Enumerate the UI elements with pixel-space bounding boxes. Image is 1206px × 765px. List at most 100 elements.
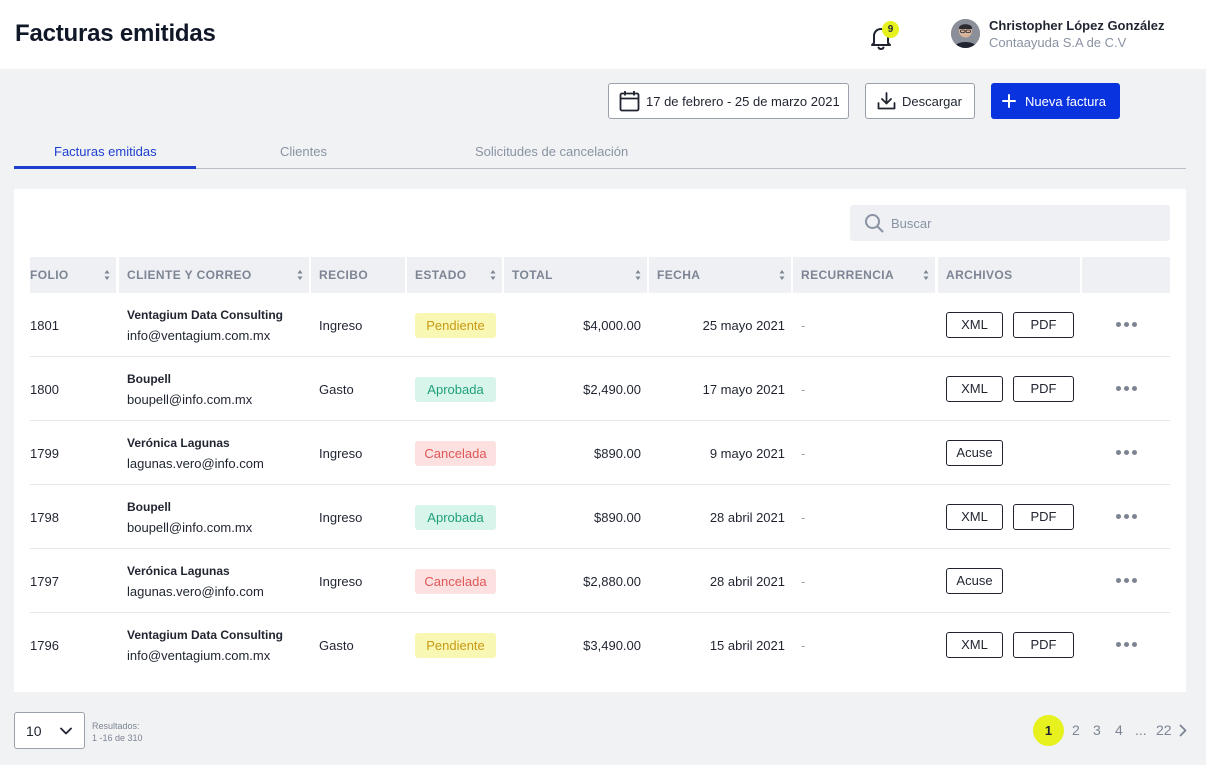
more-options-icon[interactable] bbox=[1116, 322, 1138, 328]
new-invoice-label: Nueva factura bbox=[1025, 93, 1106, 109]
chevron-down-icon bbox=[60, 727, 72, 735]
folio-cell: 1798 bbox=[30, 510, 59, 525]
download-label: Descargar bbox=[902, 93, 962, 109]
tab-clientes[interactable]: Clientes bbox=[280, 144, 327, 159]
sort-icon bbox=[490, 270, 496, 280]
download-button[interactable]: Descargar bbox=[865, 83, 975, 119]
acuse-button[interactable]: Acuse bbox=[946, 440, 1003, 466]
sort-icon bbox=[923, 270, 929, 280]
client-email: info@ventagium.com.mx bbox=[127, 648, 271, 663]
recurrence-cell: - bbox=[801, 382, 806, 397]
pdf-button[interactable]: PDF bbox=[1013, 504, 1074, 530]
client-email: boupell@info.com.mx bbox=[127, 392, 253, 407]
tab-facturas-emitidas[interactable]: Facturas emitidas bbox=[54, 144, 157, 159]
recurrence-cell: - bbox=[801, 318, 806, 333]
more-options-icon[interactable] bbox=[1116, 642, 1138, 648]
page-22-button[interactable]: 22 bbox=[1156, 722, 1172, 738]
status-badge: Pendiente bbox=[415, 313, 496, 338]
more-options-icon[interactable] bbox=[1116, 386, 1138, 392]
status-badge: Cancelada bbox=[415, 569, 496, 594]
status-badge: Pendiente bbox=[415, 633, 496, 658]
column-label: RECURRENCIA bbox=[801, 268, 895, 282]
acuse-button[interactable]: Acuse bbox=[946, 568, 1003, 594]
recurrence-cell: - bbox=[801, 446, 806, 461]
column-header-recibo: RECIBO bbox=[311, 257, 405, 293]
recurrence-cell: - bbox=[801, 574, 806, 589]
client-email: info@ventagium.com.mx bbox=[127, 328, 271, 343]
search-box[interactable] bbox=[850, 205, 1170, 241]
per-page-select[interactable]: 10 bbox=[14, 712, 85, 749]
date-cell: 28 abril 2021 bbox=[709, 510, 785, 525]
folio-cell: 1799 bbox=[30, 446, 59, 461]
recibo-cell: Ingreso bbox=[319, 510, 363, 525]
top-bar bbox=[0, 0, 1206, 69]
download-icon bbox=[877, 92, 896, 110]
new-invoice-button[interactable]: Nueva factura bbox=[991, 83, 1120, 119]
client-name: Ventagium Data Consulting bbox=[127, 628, 284, 642]
xml-button[interactable]: XML bbox=[946, 312, 1003, 338]
more-options-icon[interactable] bbox=[1116, 450, 1138, 456]
column-header-fecha[interactable]: FECHA bbox=[649, 257, 791, 293]
column-label: ARCHIVOS bbox=[946, 268, 1013, 282]
tab-solicitudes-cancelacion[interactable]: Solicitudes de cancelación bbox=[475, 144, 629, 159]
table-row[interactable]: 1801 Ventagium Data Consulting info@vent… bbox=[30, 293, 1170, 357]
column-header-cliente[interactable]: CLIENTE Y CORREO bbox=[119, 257, 309, 293]
recibo-cell: Ingreso bbox=[319, 574, 363, 589]
xml-button[interactable]: XML bbox=[946, 376, 1003, 402]
client-name: Boupell bbox=[127, 372, 171, 386]
column-label: FECHA bbox=[657, 268, 701, 282]
folio-cell: 1801 bbox=[30, 318, 59, 333]
page-4-button[interactable]: 4 bbox=[1115, 722, 1123, 738]
column-header-folio[interactable]: FOLIO bbox=[30, 257, 116, 293]
user-name: Christopher López González bbox=[989, 18, 1165, 33]
pdf-button[interactable]: PDF bbox=[1013, 632, 1074, 658]
results-summary: Resultados: 1 -16 de 310 bbox=[92, 720, 143, 744]
total-cell: $3,490.00 bbox=[583, 638, 641, 653]
table-row[interactable]: 1797 Verónica Lagunas lagunas.vero@info.… bbox=[30, 549, 1170, 613]
search-icon bbox=[865, 214, 884, 233]
column-header-total[interactable]: TOTAL bbox=[504, 257, 647, 293]
more-options-icon[interactable] bbox=[1116, 514, 1138, 520]
more-options-icon[interactable] bbox=[1116, 578, 1138, 584]
pdf-button[interactable]: PDF bbox=[1013, 376, 1074, 402]
total-cell: $2,880.00 bbox=[583, 574, 641, 589]
page-2-button[interactable]: 2 bbox=[1072, 722, 1080, 738]
results-label: Resultados: bbox=[92, 721, 140, 731]
page-3-button[interactable]: 3 bbox=[1093, 722, 1101, 738]
results-range: 1 -16 de 310 bbox=[92, 733, 143, 743]
sort-icon bbox=[297, 270, 303, 280]
chevron-right-icon[interactable] bbox=[1179, 724, 1187, 737]
client-name: Verónica Lagunas bbox=[127, 436, 230, 450]
notification-badge: 9 bbox=[882, 21, 899, 38]
recibo-cell: Gasto bbox=[319, 638, 354, 653]
column-header-archivos: ARCHIVOS bbox=[938, 257, 1080, 293]
table-row[interactable]: 1799 Verónica Lagunas lagunas.vero@info.… bbox=[30, 421, 1170, 485]
pdf-button[interactable]: PDF bbox=[1013, 312, 1074, 338]
column-header-recurrencia[interactable]: RECURRENCIA bbox=[793, 257, 935, 293]
column-label: CLIENTE Y CORREO bbox=[127, 268, 252, 282]
column-label: TOTAL bbox=[512, 268, 553, 282]
page-1-button[interactable]: 1 bbox=[1033, 715, 1064, 746]
tabs-divider bbox=[14, 168, 1186, 169]
status-badge: Cancelada bbox=[415, 441, 496, 466]
client-name: Boupell bbox=[127, 500, 171, 514]
client-email: lagunas.vero@info.com bbox=[127, 584, 264, 599]
column-label: ESTADO bbox=[415, 268, 467, 282]
search-input[interactable] bbox=[891, 205, 1161, 241]
per-page-value: 10 bbox=[26, 723, 42, 739]
column-header-estado[interactable]: ESTADO bbox=[407, 257, 502, 293]
table-row[interactable]: 1800 Boupell boupell@info.com.mx Gasto A… bbox=[30, 357, 1170, 421]
client-name: Verónica Lagunas bbox=[127, 564, 230, 578]
status-badge: Aprobada bbox=[415, 377, 496, 402]
table-row[interactable]: 1798 Boupell boupell@info.com.mx Ingreso… bbox=[30, 485, 1170, 549]
xml-button[interactable]: XML bbox=[946, 632, 1003, 658]
total-cell: $2,490.00 bbox=[583, 382, 641, 397]
folio-cell: 1800 bbox=[30, 382, 59, 397]
date-range-button[interactable]: 17 de febrero - 25 de marzo 2021 bbox=[608, 83, 849, 119]
avatar[interactable] bbox=[951, 19, 980, 48]
xml-button[interactable]: XML bbox=[946, 504, 1003, 530]
calendar-icon bbox=[619, 91, 640, 112]
table-row[interactable]: 1796 Ventagium Data Consulting info@vent… bbox=[30, 613, 1170, 677]
column-label: FOLIO bbox=[30, 268, 69, 282]
client-name: Ventagium Data Consulting bbox=[127, 308, 284, 322]
